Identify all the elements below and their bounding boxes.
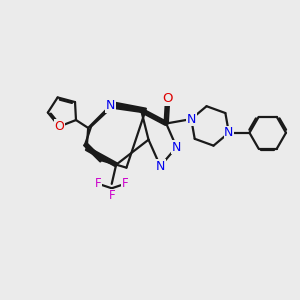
- Text: N: N: [187, 112, 196, 126]
- Text: N: N: [106, 99, 115, 112]
- Text: F: F: [122, 177, 128, 190]
- Text: N: N: [224, 126, 233, 139]
- Text: N: N: [156, 160, 165, 173]
- Text: N: N: [172, 141, 181, 154]
- Text: O: O: [54, 120, 64, 133]
- Text: F: F: [108, 189, 115, 202]
- Text: O: O: [162, 92, 173, 105]
- Text: F: F: [95, 177, 102, 190]
